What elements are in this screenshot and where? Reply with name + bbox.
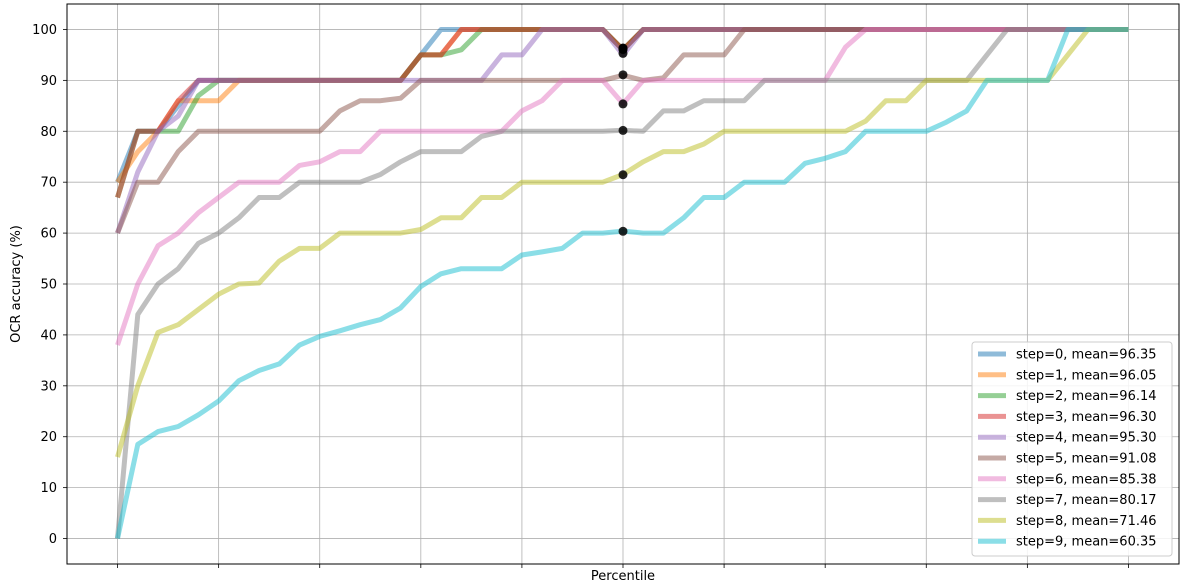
y-axis-label: OCR accuracy (%) (9, 225, 24, 343)
y-tick-label: 0 (49, 532, 57, 547)
legend-label-step-9: step=9, mean=60.35 (1016, 535, 1157, 550)
legend-label-step-0: step=0, mean=96.35 (1016, 348, 1157, 363)
mean-marker-step-5 (618, 70, 628, 80)
legend-box (971, 341, 1173, 557)
legend-label-step-7: step=7, mean=80.17 (1016, 493, 1157, 508)
legend-label-step-1: step=1, mean=96.05 (1016, 368, 1157, 383)
legend-label-step-4: step=4, mean=95.30 (1016, 431, 1157, 446)
mean-markers (618, 43, 628, 236)
mean-marker-step-4 (618, 48, 628, 58)
y-tick-label: 60 (40, 227, 57, 242)
mean-marker-step-9 (618, 226, 628, 236)
mean-marker-step-8 (618, 170, 628, 180)
mean-marker-step-7 (618, 125, 628, 135)
legend: step=0, mean=96.35 step=1, mean=96.05 step… (971, 341, 1173, 557)
y-tick-label: 20 (40, 430, 57, 445)
x-axis-ticks (117, 564, 1129, 568)
y-tick-label: 10 (40, 481, 57, 496)
y-tick-label: 50 (40, 278, 57, 293)
y-tick-label: 80 (40, 125, 57, 140)
legend-label-step-2: step=2, mean=96.14 (1016, 389, 1157, 404)
y-tick-label: 30 (40, 379, 57, 394)
x-axis-label: Percentile (591, 569, 655, 584)
y-tick-label: 90 (40, 74, 57, 89)
y-tick-label: 40 (40, 328, 57, 343)
legend-label-step-5: step=5, mean=91.08 (1016, 452, 1157, 467)
legend-label-step-6: step=6, mean=85.38 (1016, 472, 1157, 487)
y-tick-label: 70 (40, 176, 57, 191)
mean-marker-step-6 (618, 99, 628, 109)
y-tick-label: 100 (32, 23, 57, 38)
legend-label-step-3: step=3, mean=96.30 (1016, 410, 1157, 425)
y-axis-ticks: 0 10 20 30 40 50 60 70 80 90 100 (32, 23, 67, 547)
legend-label-step-8: step=8, mean=71.46 (1016, 514, 1157, 529)
